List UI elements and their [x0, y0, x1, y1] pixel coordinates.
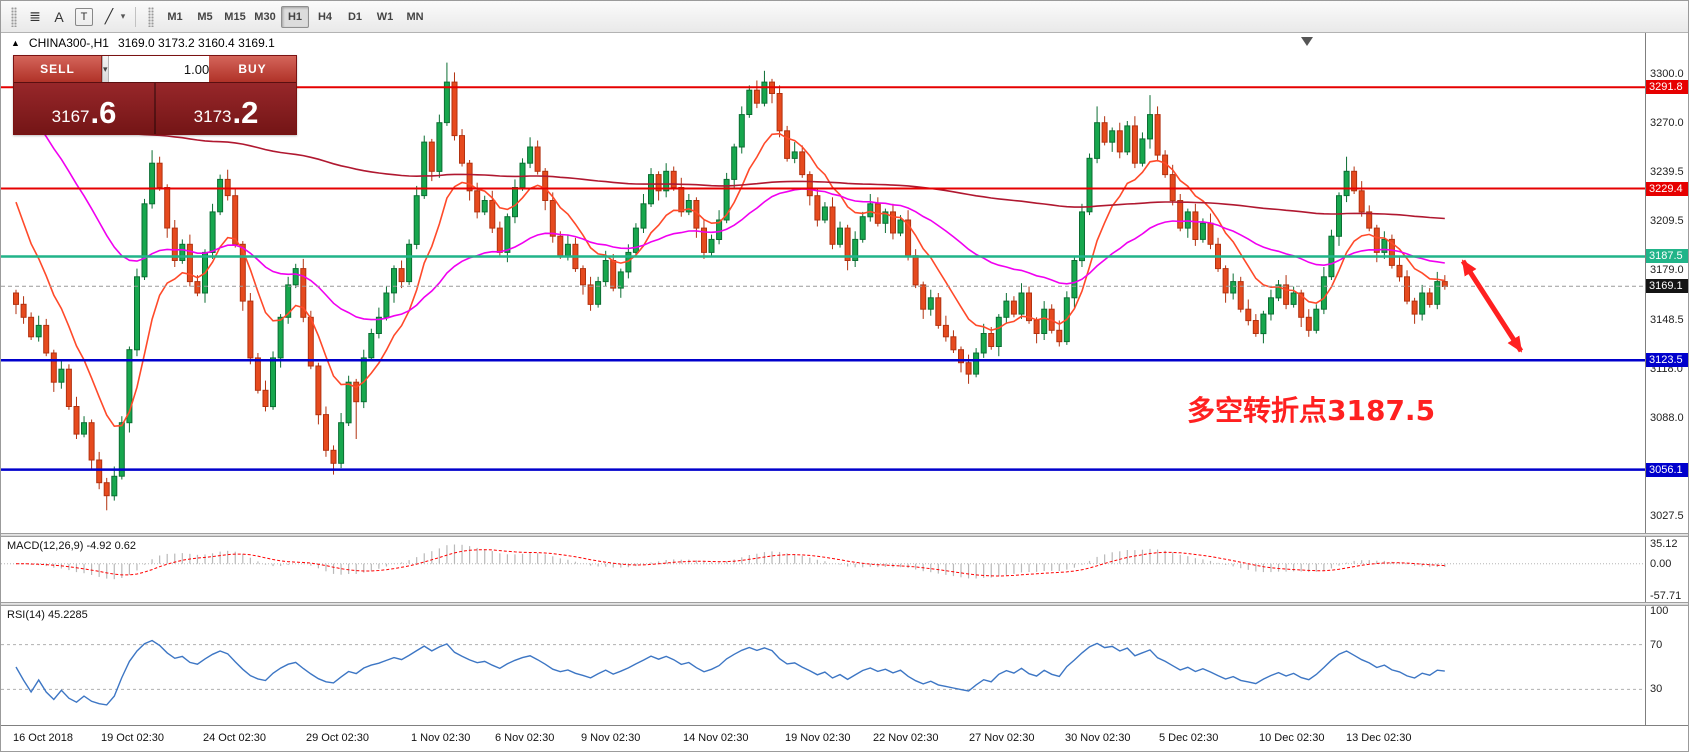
date-label: 30 Nov 02:30 [1065, 732, 1131, 744]
trend-arrow[interactable] [1460, 259, 1524, 353]
price-tick: 3239.5 [1650, 166, 1684, 179]
date-label: 22 Nov 02:30 [873, 732, 939, 744]
timeframe-mn[interactable]: MN [406, 10, 424, 23]
time-axis[interactable]: 16 Oct 2018 19 Oct 02:30 24 Oct 02:30 29 Oc… [1, 725, 1688, 751]
date-label: 27 Nov 02:30 [969, 732, 1035, 744]
date-label: 19 Nov 02:30 [785, 732, 851, 744]
timeframe-m1[interactable]: M1 [167, 10, 183, 23]
rsi-scale-tick: 70 [1650, 638, 1663, 651]
ma-slow-line [15, 99, 1445, 220]
date-label: 29 Oct 02:30 [306, 732, 369, 744]
date-label: 10 Dec 02:30 [1259, 732, 1325, 744]
buy-price-frac: .2 [232, 95, 259, 131]
text-label-tool-icon[interactable]: T [75, 7, 93, 26]
volume-control: ▾ ▴ [101, 56, 292, 82]
symbol-marker-icon: ▲ [11, 38, 20, 48]
panel-separator[interactable] [1, 602, 1688, 606]
price-scale[interactable]: 3300.0 3270.0 3239.5 3209.5 3179.0 3148.5 3118… [1645, 33, 1688, 725]
macd-panel[interactable]: MACD(12,26,9) -4.92 0.62 [1, 537, 1645, 602]
rsi-panel[interactable]: RSI(14) 45.2285 [1, 606, 1645, 725]
timeframe-m30[interactable]: M30 [254, 10, 276, 23]
price-tick: 3027.5 [1650, 509, 1684, 522]
date-label: 13 Dec 02:30 [1346, 732, 1412, 744]
buy-button[interactable]: BUY [209, 56, 296, 82]
resistance-price-badge: 3291.8 [1646, 80, 1688, 95]
text-tool-icon[interactable]: A [54, 8, 64, 25]
timeframe-h4[interactable]: H4 [317, 10, 333, 23]
one-click-trading-panel: SELL ▾ ▴ BUY 3167.6 3173.2 [13, 55, 297, 135]
current-price-badge: 3169.1 [1646, 279, 1688, 294]
resistance-price-badge: 3229.4 [1646, 181, 1688, 196]
toolbar-grip[interactable] [11, 6, 17, 27]
macd-label: MACD(12,26,9) -4.92 0.62 [7, 540, 137, 552]
panel-separator[interactable] [1, 533, 1688, 537]
date-label: 24 Oct 02:30 [203, 732, 266, 744]
timeframe-w1[interactable]: W1 [376, 10, 394, 23]
date-label: 16 Oct 2018 [13, 732, 73, 744]
buy-price[interactable]: 3173.2 [156, 83, 296, 134]
line-studies-tool-icon[interactable]: ╱ [104, 8, 114, 24]
rsi-scale-tick: 100 [1650, 605, 1669, 617]
date-label: 9 Nov 02:30 [581, 732, 641, 744]
timeframe-h1[interactable]: H1 [281, 5, 309, 28]
symbol-header: ▲ CHINA300-,H1 3169.0 3173.2 3160.4 3169… [11, 36, 275, 50]
macd-plot[interactable] [1, 537, 1645, 602]
price-tick: 3300.0 [1650, 68, 1684, 80]
chart-annotation-text: 多空转折点3187.5 [1187, 394, 1436, 427]
symbol-name: CHINA300-,H1 [28, 36, 109, 50]
price-divider [154, 83, 156, 134]
rsi-label: RSI(14) 45.2285 [7, 609, 88, 621]
toolbar: ≣ A T ╱ ▾ M1 M5 M15 M30 H1 H4 D1 W1 MN [1, 1, 1688, 33]
sell-price[interactable]: 3167.6 [14, 83, 154, 134]
line-studies-dropdown-icon[interactable]: ▾ [120, 11, 126, 21]
ma-fast-line [15, 132, 1445, 428]
date-label: 6 Nov 02:30 [495, 732, 555, 744]
volume-decrease-button[interactable]: ▾ [102, 56, 109, 82]
ohlc-values: 3169.0 3173.2 3160.4 3169.1 [117, 36, 275, 50]
date-label: 19 Oct 02:30 [101, 732, 164, 744]
macd-scale-tick: 35.12 [1650, 538, 1678, 550]
support-price-badge: 3056.1 [1646, 462, 1688, 477]
objects-list-icon[interactable]: ≣ [29, 8, 41, 24]
sell-price-main: 3167 [51, 107, 90, 127]
macd-scale-tick: -57.71 [1650, 590, 1682, 602]
buy-price-main: 3173 [193, 107, 232, 127]
price-tick: 3209.5 [1650, 214, 1684, 227]
macd-scale-tick: 0.00 [1650, 557, 1672, 570]
main-chart-panel[interactable]: ▲ CHINA300-,H1 3169.0 3173.2 3160.4 3169… [1, 33, 1645, 533]
chart-shift-marker-icon [1301, 37, 1313, 46]
price-tick: 3270.0 [1650, 116, 1684, 129]
timeframe-d1[interactable]: D1 [347, 10, 363, 23]
price-tick: 3179.0 [1650, 264, 1684, 277]
toolbar-separator [135, 6, 136, 27]
rsi-scale-tick: 30 [1650, 683, 1663, 696]
timeframe-m5[interactable]: M5 [197, 10, 213, 23]
pivot-price-badge: 3187.5 [1646, 249, 1688, 264]
toolbar-grip[interactable] [148, 6, 154, 27]
rsi-plot[interactable] [1, 606, 1645, 725]
candlestick-chart[interactable] [1, 33, 1645, 533]
date-label: 5 Dec 02:30 [1159, 732, 1219, 744]
date-label: 1 Nov 02:30 [411, 732, 471, 744]
date-label: 14 Nov 02:30 [683, 732, 749, 744]
sell-price-frac: .6 [90, 95, 117, 131]
price-tick: 3148.5 [1650, 313, 1684, 326]
support-price-badge: 3123.5 [1646, 353, 1688, 368]
timeframe-m15[interactable]: M15 [224, 10, 246, 23]
price-tick: 3088.0 [1650, 411, 1684, 424]
sell-button[interactable]: SELL [14, 56, 101, 82]
